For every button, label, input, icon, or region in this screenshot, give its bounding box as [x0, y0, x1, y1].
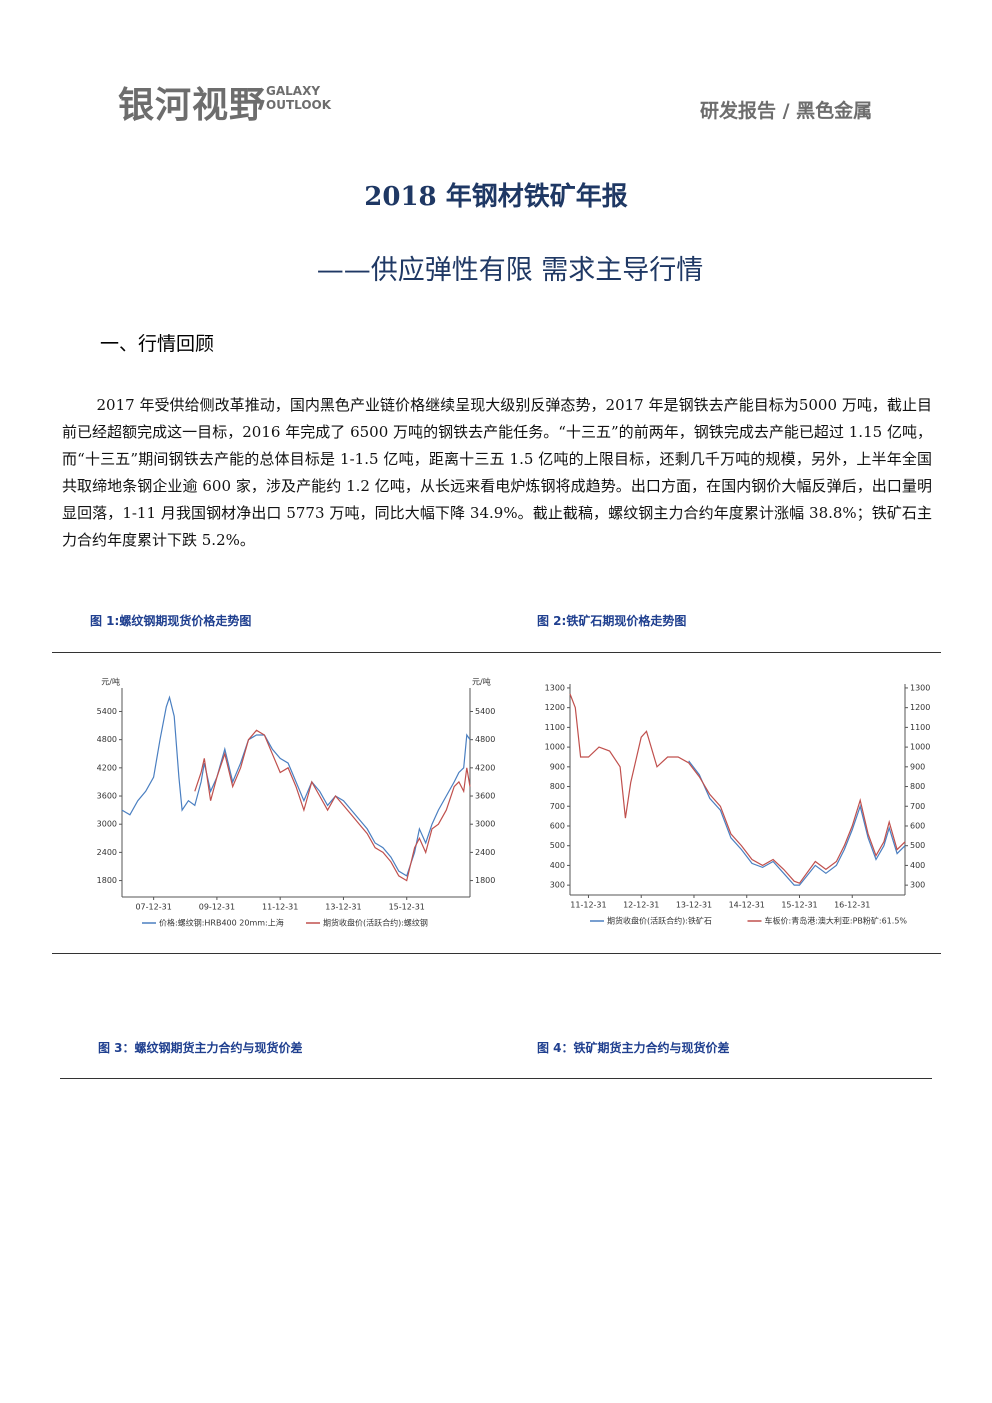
y-tick-label: 3000 [97, 820, 117, 829]
logo: 银河视野 [118, 85, 267, 126]
y-tick-label: 5400 [97, 707, 117, 716]
series-line [569, 693, 906, 884]
report-type: 研发报告 / 黑色金属 [700, 100, 873, 122]
paragraph: 2017 年受供给侧改革推动，国内黑色产业链价格继续呈现大级别反弹态势，2017… [62, 396, 932, 549]
figure-caption: 图 1:螺纹钢期现货价格走势图 [90, 614, 252, 628]
chart: 300 400 500 600 700 800 900 1000 1100 1200 1300 300… [545, 683, 931, 926]
y-tick-label: 400 [550, 861, 565, 870]
y-tick-label: 500 [550, 841, 565, 850]
x-tick-label: 15-12-31 [781, 901, 817, 910]
y2-tick-label: 3000 [475, 820, 495, 829]
y2-axis-label: 元/吨 [472, 677, 491, 687]
y2-tick-label: 5400 [475, 707, 495, 716]
figure-caption: 图 3：螺纹钢期货主力合约与现货价差 [98, 1041, 303, 1055]
chart: 元/吨 元/吨 1800 2400 3000 3600 4200 4800 5400 1800 24… [97, 677, 495, 928]
legend-label: 期货收盘价(活跃合约):螺纹钢 [323, 918, 428, 928]
y-tick-label: 700 [550, 802, 565, 811]
x-tick-label: 11-12-31 [262, 903, 298, 912]
y2-tick-label: 1300 [910, 683, 930, 692]
x-tick-label: 11-12-31 [570, 901, 606, 910]
y-tick-label: 300 [550, 881, 565, 890]
y-axis-label: 元/吨 [101, 677, 120, 687]
x-tick-label: 13-12-31 [325, 903, 361, 912]
y-tick-label: 1100 [545, 723, 565, 732]
legend-label: 期货收盘价(活跃合约):铁矿石 [607, 916, 712, 926]
y2-tick-label: 800 [910, 782, 925, 791]
y2-tick-label: 4200 [475, 763, 495, 772]
x-tick-label: 07-12-31 [135, 903, 171, 912]
y2-tick-label: 300 [910, 881, 925, 890]
rule [52, 652, 941, 653]
figure-caption: 图 2:铁矿石期现价格走势图 [537, 614, 687, 628]
subtitle: ——供应弹性有限 需求主导行情 [316, 255, 704, 286]
y2-tick-label: 1000 [910, 743, 930, 752]
y-tick-label: 4800 [97, 735, 117, 744]
y2-tick-label: 400 [910, 861, 925, 870]
x-tick-label: 13-12-31 [676, 901, 712, 910]
logo-en: GALAXY OUTLOOK [266, 84, 332, 112]
y2-tick-label: 1200 [910, 703, 930, 712]
y-tick-label: 1200 [545, 703, 565, 712]
title: 2018 年钢材铁矿年报 [364, 182, 628, 212]
y-tick-label: 1000 [545, 743, 565, 752]
y-tick-label: 3600 [97, 792, 117, 801]
y2-tick-label: 900 [910, 762, 925, 771]
rule [52, 953, 941, 954]
legend-label: 车板价:青岛港:澳大利亚:PB粉矿:61.5% [765, 916, 908, 926]
x-tick-label: 14-12-31 [729, 901, 765, 910]
y-tick-label: 600 [550, 821, 565, 830]
figure-caption: 图 4：铁矿期货主力合约与现货价差 [537, 1041, 730, 1055]
y-tick-label: 900 [550, 762, 565, 771]
y2-tick-label: 4800 [475, 735, 495, 744]
y-tick-label: 1800 [97, 876, 117, 885]
y-tick-label: 800 [550, 782, 565, 791]
x-tick-label: 15-12-31 [389, 903, 425, 912]
series-line [121, 695, 471, 877]
x-tick-label: 09-12-31 [199, 903, 235, 912]
y2-tick-label: 1100 [910, 723, 930, 732]
section-heading: 一、行情回顾 [100, 333, 215, 355]
series-line [688, 760, 906, 886]
rule [60, 1078, 932, 1079]
y2-tick-label: 700 [910, 802, 925, 811]
y2-tick-label: 500 [910, 841, 925, 850]
y-tick-label: 4200 [97, 763, 117, 772]
x-tick-label: 12-12-31 [623, 901, 659, 910]
y-tick-label: 1300 [545, 683, 565, 692]
y2-tick-label: 600 [910, 821, 925, 830]
legend-label: 价格:螺纹钢:HRB400 20mm:上海 [159, 918, 284, 928]
series-line [194, 729, 471, 882]
y2-tick-label: 1800 [475, 876, 495, 885]
y-tick-label: 2400 [97, 848, 117, 857]
y2-tick-label: 2400 [475, 848, 495, 857]
x-tick-label: 16-12-31 [834, 901, 870, 910]
y2-tick-label: 3600 [475, 792, 495, 801]
